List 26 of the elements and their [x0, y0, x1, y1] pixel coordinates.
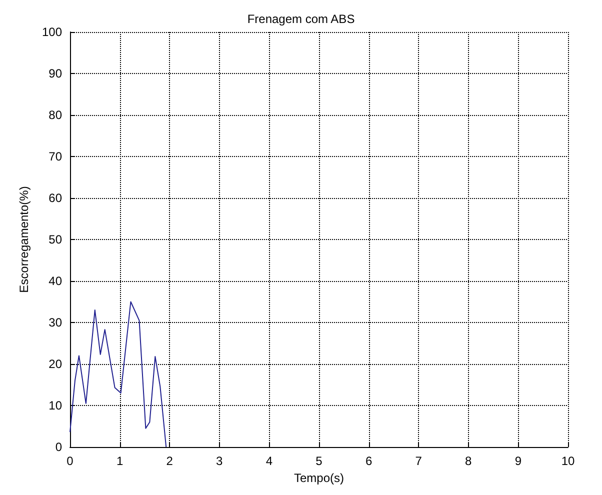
- x-tick-label: 6: [365, 454, 372, 468]
- chart-title: Frenagem com ABS: [247, 12, 355, 26]
- x-tick-label: 3: [216, 454, 224, 468]
- x-tick-label: 1: [116, 454, 124, 468]
- x-tick-label: 9: [514, 454, 522, 468]
- x-tick-label: 4: [266, 454, 273, 468]
- y-tick-label: 60: [48, 191, 62, 205]
- x-tick-label: 8: [465, 454, 472, 468]
- y-tick-label: 10: [48, 398, 62, 412]
- y-tick-label: 30: [48, 316, 62, 330]
- y-axis-title: Escorregamento(%): [17, 186, 31, 293]
- y-tick-label: 20: [48, 357, 62, 371]
- y-tick-label: 40: [48, 274, 62, 288]
- y-tick-label: 80: [48, 108, 62, 122]
- y-tick-label: 70: [48, 150, 62, 164]
- x-tick-label: 7: [415, 454, 422, 468]
- y-tick-label: 90: [48, 66, 62, 80]
- y-tick-label: 100: [42, 25, 62, 39]
- y-tick-label: 0: [55, 440, 62, 454]
- y-tick-label: 50: [48, 232, 62, 246]
- x-tick-label: 2: [166, 454, 174, 468]
- x-tick-label: 10: [561, 454, 575, 468]
- x-axis-title: Tempo(s): [294, 470, 344, 485]
- x-tick-label: 5: [316, 454, 323, 468]
- line-series: [70, 301, 167, 448]
- x-tick-label: 0: [66, 454, 74, 468]
